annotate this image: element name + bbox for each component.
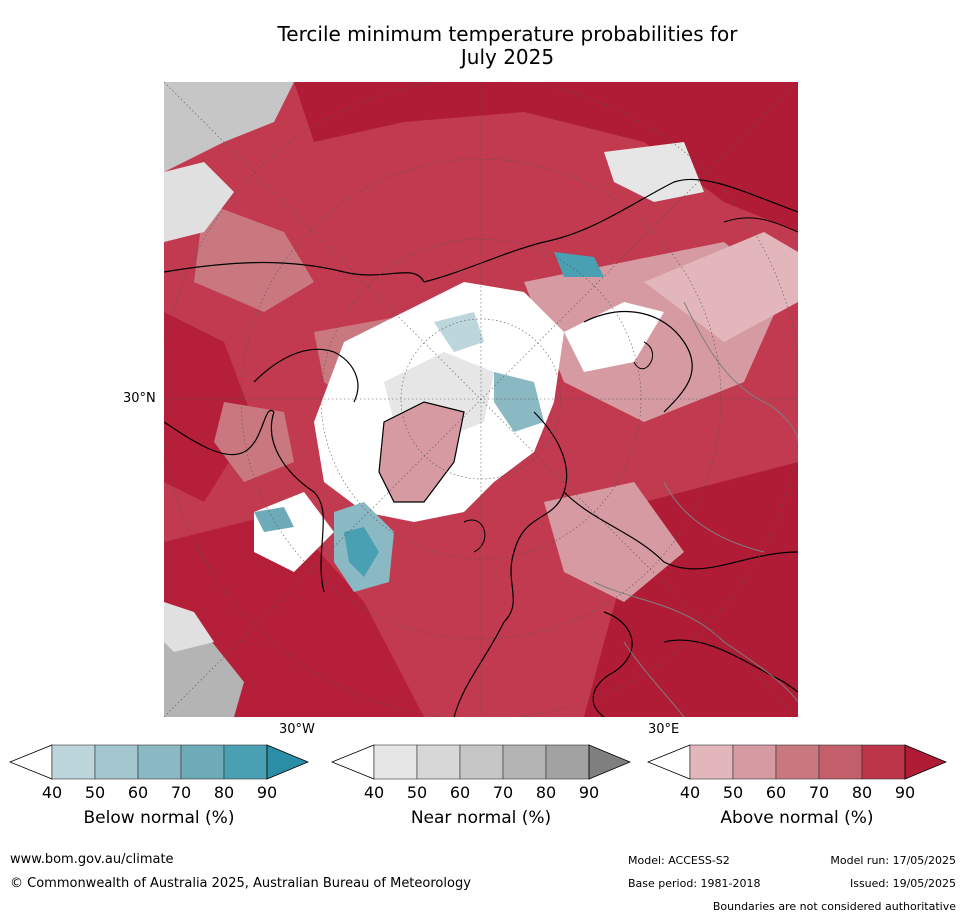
country-border [623, 641, 685, 717]
colorbar-below-normal [9, 744, 309, 780]
graticule [164, 82, 798, 717]
below-normal-region [494, 372, 544, 432]
lat-label-30n: 30°N [123, 391, 156, 406]
colorbar-title-below: Below normal (%) [83, 808, 235, 828]
coastline [164, 409, 275, 456]
above-normal-60-region [544, 482, 684, 602]
colorbar-svg [331, 744, 631, 780]
greenland-outline [378, 401, 465, 503]
above-normal-60-region [194, 202, 314, 312]
coastline [253, 348, 359, 403]
tick-label: 40 [363, 783, 385, 802]
below-normal-region [434, 312, 484, 352]
colorbar-bin [416, 744, 461, 780]
near-normal-region [164, 82, 294, 172]
colorbar-title-near: Near normal (%) [410, 808, 552, 828]
colorbar-above-normal [647, 744, 947, 780]
model-text: Model: ACCESS-S2 [628, 854, 730, 867]
tick-label: 70 [492, 783, 514, 802]
colorbar-min-extend [647, 744, 691, 780]
colorbar-bin [51, 744, 96, 780]
map-title-line2: July 2025 [460, 45, 555, 69]
tick-label: 70 [808, 783, 830, 802]
coastline [463, 519, 486, 553]
colorbar-bin [818, 744, 863, 780]
colorbar-bin [775, 744, 820, 780]
coastline [583, 311, 693, 413]
coastline [633, 341, 654, 370]
colorbar-min-extend [9, 744, 53, 780]
coastline [164, 261, 425, 283]
tick-label: 90 [578, 783, 600, 802]
coastline [453, 621, 505, 717]
colorbar-bin [94, 744, 139, 780]
map-canvas [164, 82, 798, 717]
colorbar-bin [373, 744, 418, 780]
coastline [723, 217, 798, 233]
coastline [663, 639, 798, 693]
colorbar-max-extend [266, 744, 309, 780]
colorbar-bin [180, 744, 225, 780]
colorbar-svg [9, 744, 309, 780]
lon-label-30w: 30°W [279, 722, 315, 737]
colorbar-bin [689, 744, 734, 780]
above-normal-90-region [294, 82, 798, 232]
colorbar-min-extend [331, 744, 375, 780]
base-period-text: Base period: 1981-2018 [628, 877, 761, 890]
coastline [563, 491, 798, 570]
colorbar-near-normal [331, 744, 631, 780]
colorbar-bin [861, 744, 906, 780]
colorbar-max-extend [588, 744, 631, 780]
near-normal-region [164, 602, 214, 652]
colorbar-bin [223, 744, 268, 780]
colorbar-bin [459, 744, 504, 780]
below-normal-region [254, 507, 294, 532]
country-border [593, 581, 798, 703]
tick-label: 90 [256, 783, 278, 802]
tick-label: 50 [722, 783, 744, 802]
colorbar-title-above: Above normal (%) [720, 808, 874, 828]
tick-label: 40 [41, 783, 63, 802]
country-border [663, 481, 765, 553]
below-normal-region [554, 252, 604, 277]
map-title-line1: Tercile minimum temperature probabilitie… [277, 22, 738, 46]
country-border [683, 301, 798, 443]
below-normal-region [344, 527, 379, 577]
coastline [503, 411, 568, 623]
disclaimer-text: Boundaries are not considered authoritat… [712, 900, 956, 913]
probability-map [164, 82, 798, 717]
colorbar-bin [732, 744, 777, 780]
coastline [270, 411, 325, 593]
near-normal-region [164, 162, 234, 242]
tick-label: 80 [535, 783, 557, 802]
coastline [592, 611, 633, 717]
colorbar-max-extend [904, 744, 947, 780]
model-run-text: Model run: 17/05/2025 [830, 854, 956, 867]
colorbar-bin [502, 744, 547, 780]
tick-label: 70 [170, 783, 192, 802]
issued-text: Issued: 19/05/2025 [849, 877, 956, 890]
lon-label-30e: 30°E [648, 722, 680, 737]
tick-label: 60 [449, 783, 471, 802]
tick-label: 90 [894, 783, 916, 802]
coastline [423, 178, 798, 283]
colorbar-svg [647, 744, 947, 780]
tick-label: 50 [406, 783, 428, 802]
tick-label: 40 [679, 783, 701, 802]
colorbar-bin [137, 744, 182, 780]
tick-label: 60 [765, 783, 787, 802]
above-normal-60-region [644, 232, 798, 342]
colorbar-bin [545, 744, 590, 780]
tick-label: 80 [213, 783, 235, 802]
copyright-text: © Commonwealth of Australia 2025, Austra… [10, 876, 471, 891]
near-normal-region [604, 142, 704, 202]
tick-label: 80 [851, 783, 873, 802]
tick-label: 50 [84, 783, 106, 802]
website-link[interactable]: www.bom.gov.au/climate [10, 852, 174, 867]
tick-label: 60 [127, 783, 149, 802]
